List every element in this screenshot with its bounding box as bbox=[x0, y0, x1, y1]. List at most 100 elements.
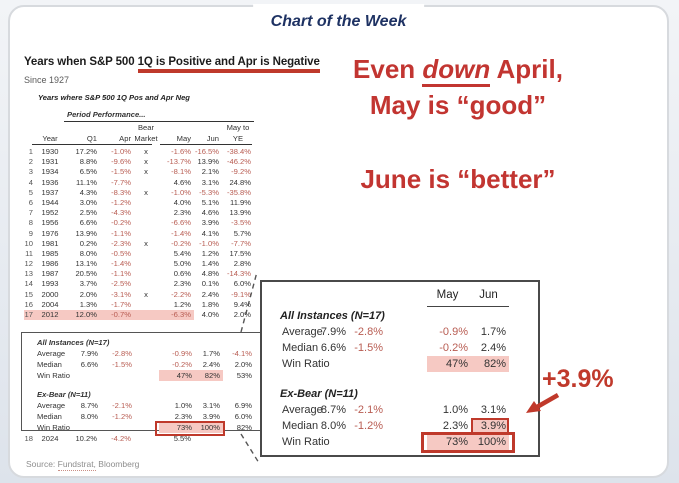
cell: 2.0% bbox=[79, 289, 97, 299]
table-row: 14 1993 3.7% -2.5% 2.3% 0.1% 6.0% bbox=[24, 279, 256, 289]
cell: 1.7% bbox=[480, 326, 506, 338]
cell: 8.0% bbox=[80, 412, 98, 421]
summary-row: Median 6.6% -1.5% -0.2% 2.4% bbox=[280, 340, 509, 356]
cell bbox=[65, 422, 101, 433]
cell: 1.3% bbox=[79, 299, 97, 309]
callout-header-row: May Jun bbox=[280, 287, 509, 307]
cell: 47% bbox=[427, 356, 471, 372]
table-title-prefix: Years when S&P 500 bbox=[24, 56, 138, 68]
cell: 1944 bbox=[41, 197, 59, 207]
cell: 2.3% bbox=[173, 279, 191, 289]
cell: 1986 bbox=[41, 259, 59, 269]
cell: 8 bbox=[28, 218, 33, 228]
cell: -1.4% bbox=[111, 259, 131, 269]
cell: -1.0% bbox=[111, 147, 131, 156]
cell: 3.0% bbox=[79, 197, 97, 207]
cell: 1937 bbox=[41, 187, 59, 197]
summary-row: Average 7.9% -2.8% -0.9% 1.7% -4.1% bbox=[25, 348, 260, 359]
cell: -2.8% bbox=[354, 326, 383, 338]
cell: 2004 bbox=[41, 299, 59, 309]
source-rest: Bloomberg bbox=[95, 459, 140, 469]
cell: -1.7% bbox=[111, 299, 131, 309]
summary-group: All Instances (N=17) Average 7.9% -2.8% -0.9… bbox=[280, 307, 509, 372]
cell: -7.7% bbox=[231, 238, 251, 248]
cell: -2.5% bbox=[111, 279, 131, 289]
cell bbox=[194, 434, 222, 444]
cell: 3.9% bbox=[471, 418, 509, 434]
cell bbox=[135, 348, 159, 359]
cell: -9.2% bbox=[231, 167, 251, 177]
cell: 4.6% bbox=[173, 177, 191, 187]
cell: x bbox=[144, 238, 148, 248]
cell: 4.0% bbox=[201, 310, 219, 319]
cell: x bbox=[144, 167, 148, 177]
cell: 8.8% bbox=[79, 157, 97, 167]
cell: 1 bbox=[28, 147, 33, 156]
table-row: 2 1931 8.8% -9.6% x -13.7% 13.9% -46.2% bbox=[24, 157, 256, 167]
header-row-2: Year Q1 Apr Market May Jun YE bbox=[24, 134, 256, 144]
cell: 6.0% bbox=[233, 279, 251, 289]
col-header-market: Market bbox=[134, 134, 158, 143]
cell bbox=[134, 259, 158, 269]
cell: x bbox=[144, 147, 148, 156]
table-row: 5 1937 4.3% -8.3% x -1.0% -5.3% -35.8% bbox=[24, 188, 256, 198]
callout-col-jun: Jun bbox=[471, 287, 509, 307]
annotation-line-3: June is “better” bbox=[360, 164, 556, 194]
cell: Average bbox=[37, 401, 66, 410]
red-highlight-box bbox=[155, 421, 225, 436]
cell: -4.1% bbox=[232, 349, 252, 358]
cell: 11.9% bbox=[230, 197, 251, 207]
cell: Average bbox=[37, 349, 66, 358]
header-underlines bbox=[24, 144, 256, 147]
cell bbox=[135, 359, 159, 370]
cell: 82% bbox=[195, 370, 223, 381]
cell bbox=[386, 402, 427, 418]
cell: -0.5% bbox=[111, 248, 131, 258]
cell: 0.6% bbox=[173, 269, 191, 279]
cell: Win Ratio bbox=[37, 371, 70, 380]
fundstrat-link[interactable]: Fundstrat, bbox=[57, 459, 96, 471]
cell: 6.6% bbox=[80, 360, 98, 369]
cell bbox=[349, 356, 386, 372]
cell: 4.1% bbox=[201, 228, 219, 238]
data-table: Period Performance... Bear May to Year Q… bbox=[24, 110, 256, 321]
table-row: 16 2004 1.3% -1.7% 1.2% 1.8% 9.4% bbox=[24, 300, 256, 310]
cell: 4.0% bbox=[173, 197, 191, 207]
cell: 1.7% bbox=[202, 349, 220, 358]
cell: 9.4% bbox=[233, 299, 251, 309]
cell: 1936 bbox=[41, 177, 59, 187]
cell: Median bbox=[37, 412, 62, 421]
cell: 10 bbox=[24, 238, 33, 248]
cell: 2000 bbox=[41, 289, 59, 299]
table-title: Years when S&P 500 1Q is Positive and Ap… bbox=[24, 56, 320, 73]
cell: 1.2% bbox=[173, 299, 191, 309]
chart-card: Chart of the Week Years when S&P 500 1Q … bbox=[8, 4, 669, 478]
cell: 4.6% bbox=[201, 208, 219, 218]
cell: -5.3% bbox=[199, 187, 219, 197]
cell bbox=[134, 218, 158, 228]
table-row: 6 1944 3.0% -1.2% 4.0% 5.1% 11.9% bbox=[24, 198, 256, 208]
summary-group: Ex-Bear (N=11) Average 8.7% -2.1% 1.0% 3.1% Me… bbox=[280, 385, 515, 453]
cell: 1981 bbox=[41, 238, 59, 248]
cell: 47% bbox=[159, 370, 195, 381]
cell: -4.3% bbox=[111, 208, 131, 218]
col-header-year: Year bbox=[42, 134, 58, 143]
cell: 13.9% bbox=[197, 157, 219, 167]
table-row: 12 1986 13.1% -1.4% 5.0% 1.4% 2.8% bbox=[24, 259, 256, 269]
callout-col-may: May bbox=[427, 287, 471, 307]
cell: 1985 bbox=[41, 248, 59, 258]
cell: 3.9% bbox=[201, 218, 219, 228]
cell: Average bbox=[282, 326, 323, 338]
table-row: 8 1956 6.6% -0.2% -6.6% 3.9% -3.5% bbox=[24, 218, 256, 228]
summary-box: All Instances (N=17) Average 7.9% -2.8% -0.9… bbox=[21, 332, 261, 436]
cell: 1.0% bbox=[174, 401, 192, 410]
cell bbox=[134, 300, 158, 310]
cell: -2.2% bbox=[171, 289, 191, 299]
cell: 13.1% bbox=[75, 259, 97, 269]
table-row: 4 1936 11.1% -7.7% 4.6% 3.1% 24.8% bbox=[24, 178, 256, 188]
cell: 6.9% bbox=[234, 401, 252, 410]
table-row: 9 1976 13.9% -1.1% -1.4% 4.1% 5.7% bbox=[24, 229, 256, 239]
cell: -1.1% bbox=[111, 228, 131, 238]
cell: -16.5% bbox=[194, 147, 219, 156]
cell: 1956 bbox=[41, 218, 59, 228]
